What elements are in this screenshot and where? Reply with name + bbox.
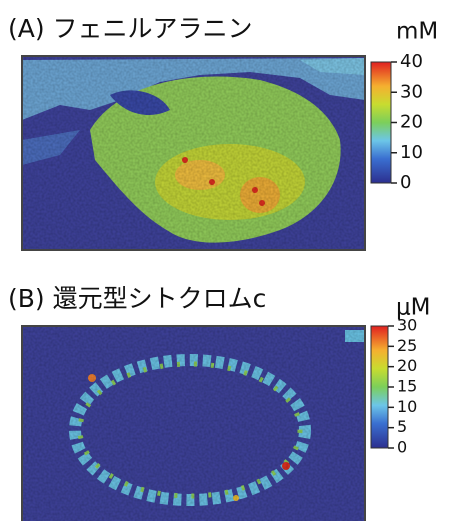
- tick-label: 0: [400, 172, 411, 193]
- tick-label: 5: [397, 417, 407, 436]
- tick-label: 0: [397, 438, 407, 457]
- figure: (A) フェニルアラニン mM (B) 還元型シトクロムc μM 0102030…: [0, 0, 456, 521]
- panel-title: (A) フェニルアラニン: [8, 14, 253, 43]
- image-a: [22, 56, 365, 250]
- tick-label: 10: [397, 397, 417, 416]
- tick-label: 30: [400, 81, 423, 102]
- tick-label: 20: [397, 356, 417, 375]
- image-b: [22, 326, 365, 521]
- colorbar: [371, 62, 391, 183]
- tick-label: 30: [397, 316, 417, 335]
- tick-label: 40: [400, 51, 423, 72]
- unit-label: mM: [396, 19, 438, 45]
- panel-title: (B) 還元型シトクロムc: [8, 284, 266, 313]
- tick-label: 15: [397, 377, 417, 396]
- tick-label: 20: [400, 112, 423, 133]
- colorbar: [371, 326, 388, 448]
- tick-label: 25: [397, 336, 417, 355]
- tick-label: 10: [400, 142, 423, 163]
